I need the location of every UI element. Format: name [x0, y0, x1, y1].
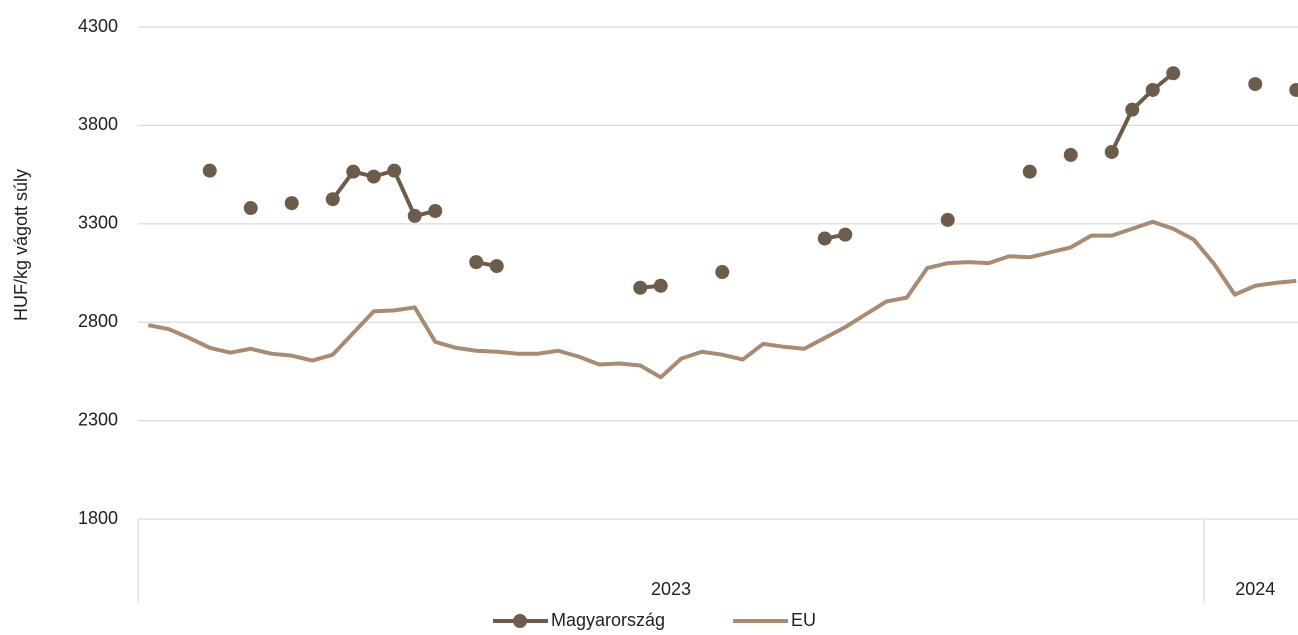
y-axis-label: HUF/kg vágott súly — [11, 169, 31, 321]
point — [387, 163, 402, 178]
y-tick-label: 3800 — [78, 114, 118, 134]
legend-marker — [513, 614, 527, 628]
point — [469, 255, 484, 270]
point — [346, 164, 361, 179]
point — [1125, 102, 1140, 117]
y-tick-label: 1800 — [78, 508, 118, 528]
point — [1104, 144, 1119, 159]
point — [1166, 66, 1181, 81]
point — [633, 280, 648, 295]
x-group-label: 2024 — [1235, 579, 1275, 599]
point — [489, 259, 504, 274]
point — [243, 201, 258, 216]
point — [1289, 82, 1298, 97]
y-tick-label: 3300 — [78, 213, 118, 233]
point — [407, 208, 422, 223]
point — [1248, 77, 1263, 92]
legend-label: EU — [791, 610, 816, 630]
point — [653, 278, 668, 293]
point — [428, 204, 443, 219]
point — [817, 231, 832, 246]
point — [940, 212, 955, 227]
point — [325, 192, 340, 207]
point — [838, 227, 853, 242]
point — [366, 169, 381, 184]
y-tick-label: 4300 — [78, 16, 118, 36]
series-line — [147, 219, 1297, 380]
y-tick-label: 2300 — [78, 409, 118, 429]
point — [1022, 164, 1037, 179]
point — [1145, 82, 1160, 97]
point — [284, 196, 299, 211]
point — [1063, 147, 1078, 162]
point — [202, 163, 217, 178]
point — [715, 265, 730, 280]
x-group-label: 2023 — [651, 579, 691, 599]
legend-label: Magyarország — [551, 610, 665, 630]
y-tick-label: 2800 — [78, 311, 118, 331]
